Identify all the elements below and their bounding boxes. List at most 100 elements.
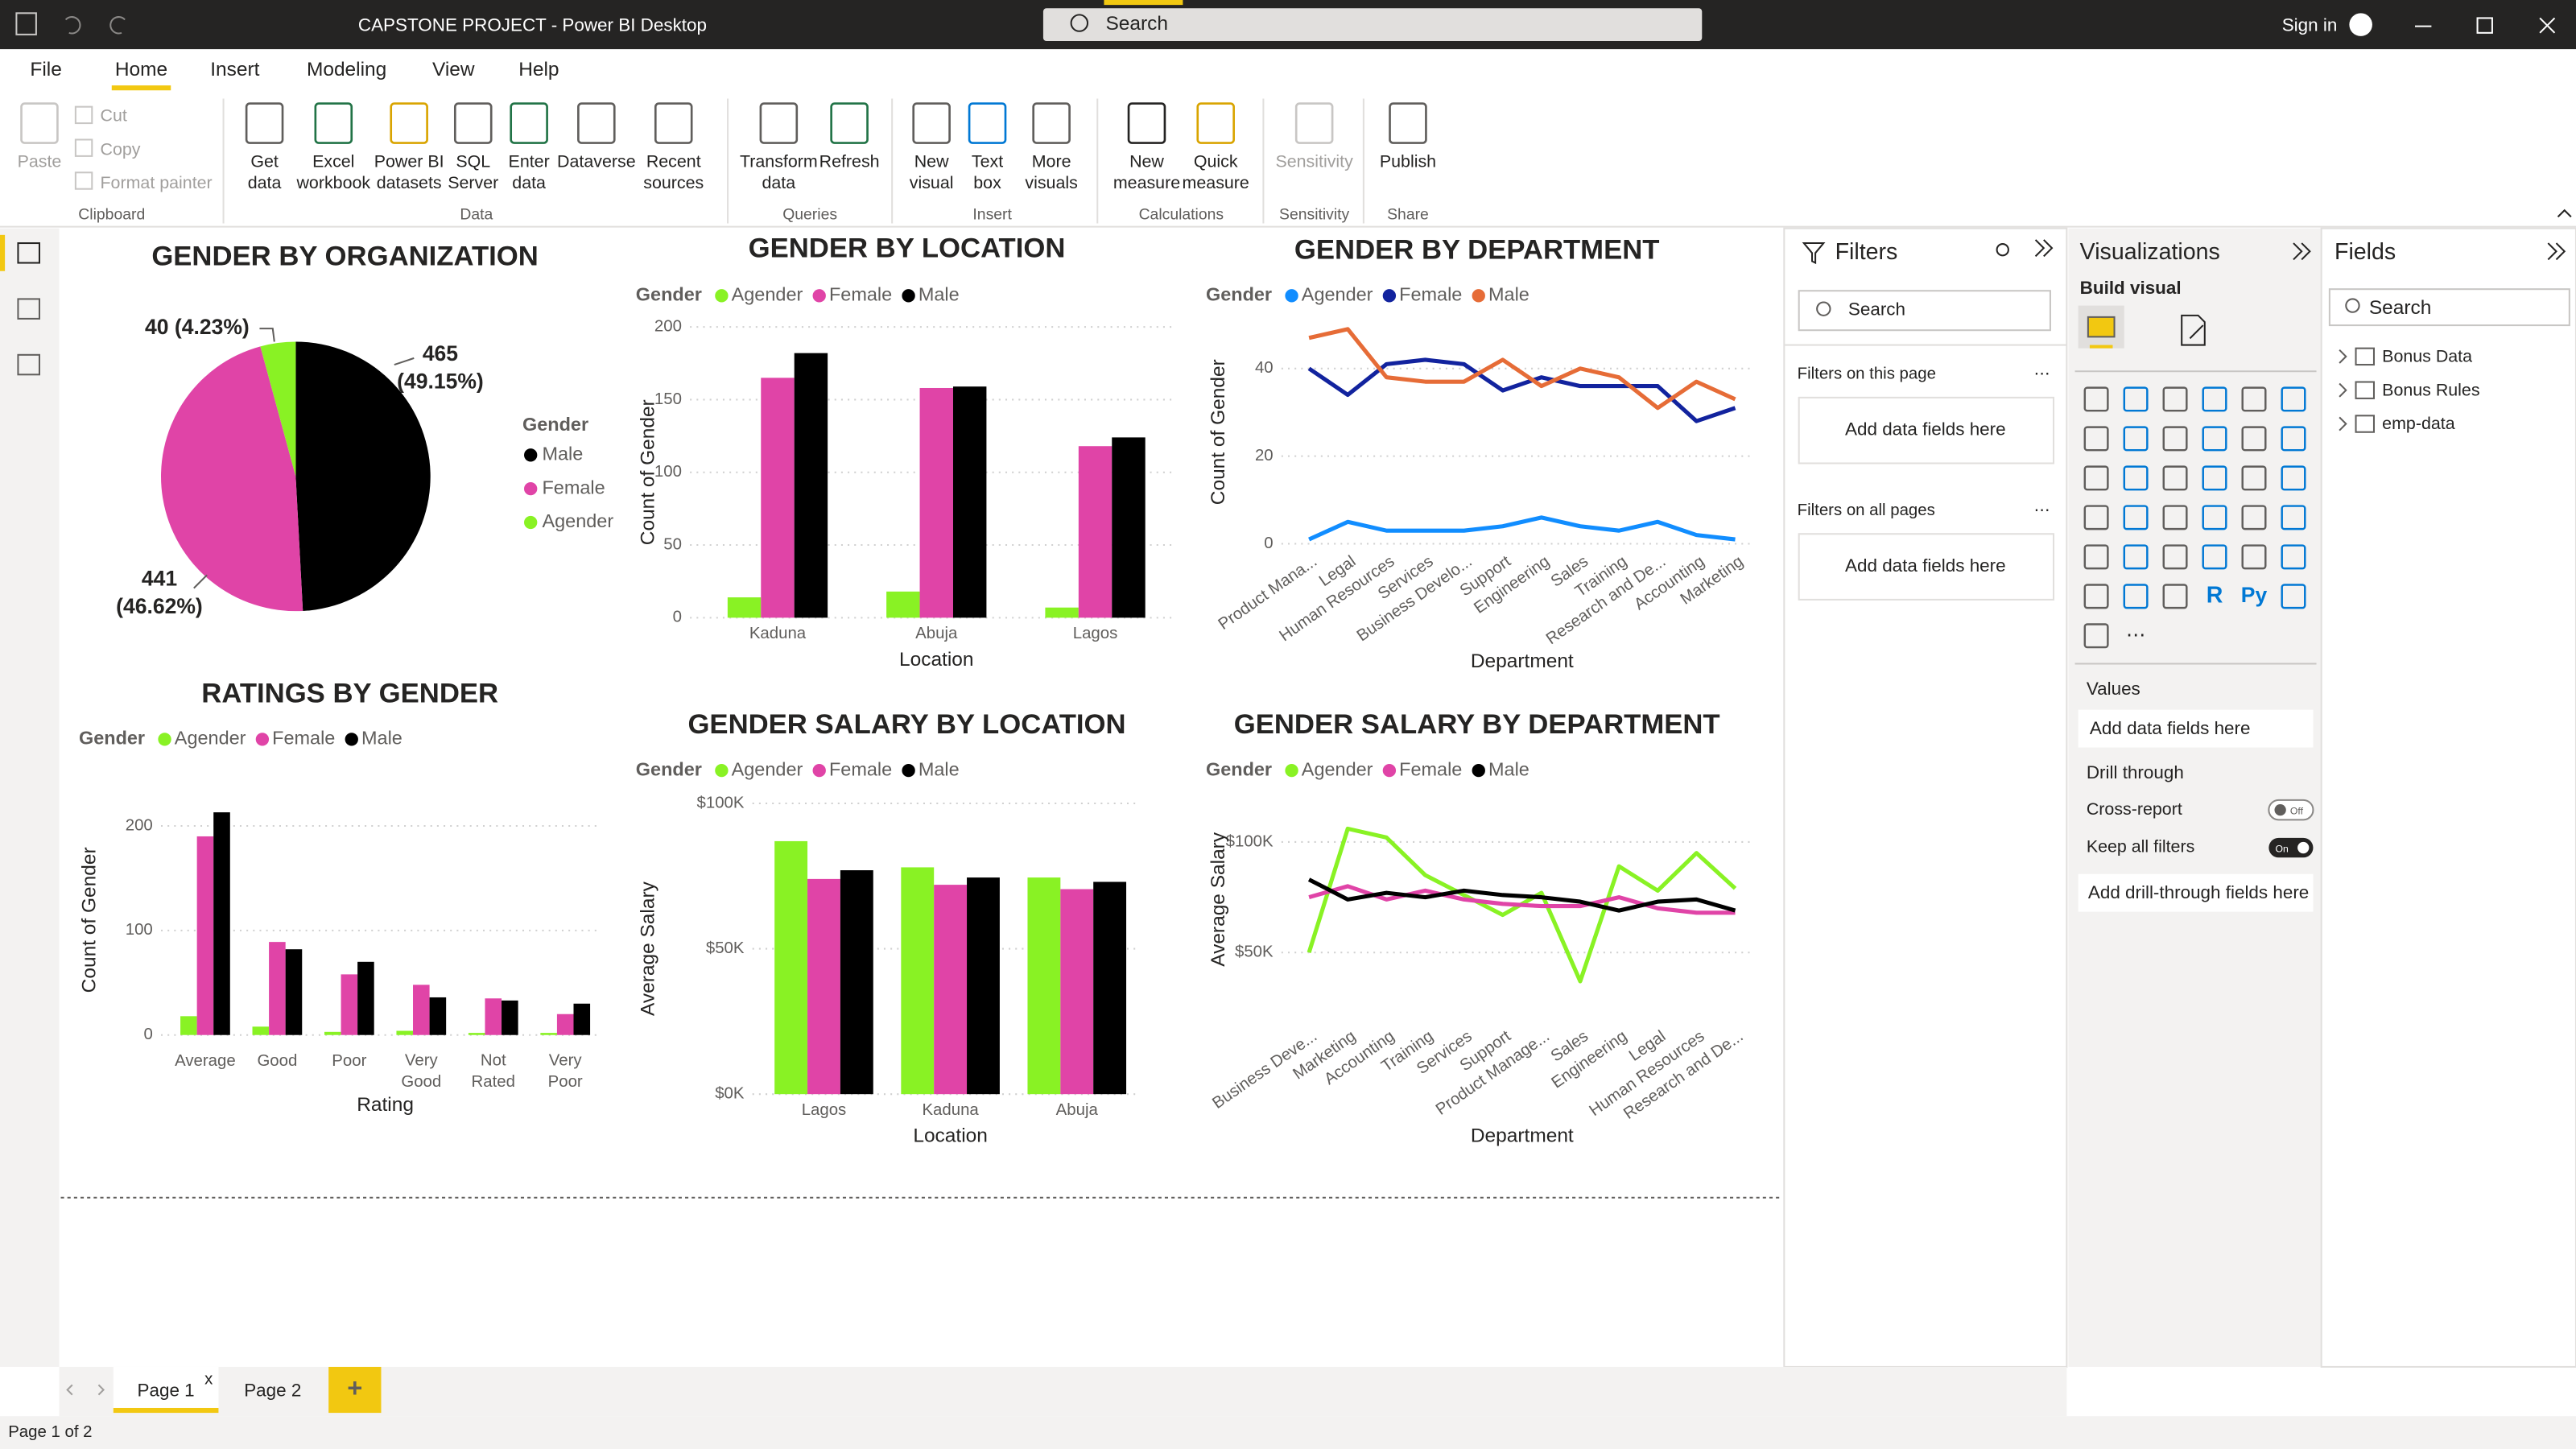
ribbon-label[interactable]: Enter: [509, 152, 550, 171]
visual-type[interactable]: [2281, 584, 2306, 609]
ribbon-label[interactable]: Publish: [1380, 152, 1436, 171]
visual[interactable]: GENDER BY ORGANIZATION 465 (49.15%) 441 (46.…: [116, 242, 613, 619]
page-tab-active[interactable]: [113, 1366, 219, 1414]
visual-type[interactable]: [2123, 426, 2149, 452]
visual-type[interactable]: [2202, 544, 2227, 570]
filters-search[interactable]: [1798, 290, 2051, 332]
ribbon-label[interactable]: data: [248, 173, 282, 192]
ribbon-label[interactable]: Get: [250, 152, 279, 171]
ribbon-label[interactable]: Refresh: [819, 152, 880, 171]
visual-type[interactable]: [2123, 505, 2149, 530]
menu-item[interactable]: Help: [518, 59, 559, 80]
ribbon-icon[interactable]: [1127, 102, 1166, 144]
ribbon-label[interactable]: workbook: [295, 173, 370, 192]
visual-type[interactable]: [2162, 386, 2188, 412]
ribbon-label[interactable]: Transform: [740, 152, 818, 171]
ribbon-label[interactable]: SQL: [456, 152, 490, 171]
tab-scroll[interactable]: [66, 1384, 105, 1396]
avatar[interactable]: [2349, 13, 2372, 36]
visual-type[interactable]: [2083, 584, 2109, 609]
model-view[interactable]: [17, 353, 40, 376]
visual-type[interactable]: [2162, 426, 2188, 452]
visual-type[interactable]: [2162, 584, 2188, 609]
visual-type[interactable]: [2083, 623, 2109, 649]
table-name[interactable]: Bonus Rules: [2382, 380, 2479, 399]
table-name[interactable]: Bonus Data: [2382, 347, 2472, 366]
visual-type[interactable]: [2162, 544, 2188, 570]
ribbon-icon[interactable]: [1389, 102, 1427, 144]
ribbon-label[interactable]: Paste: [18, 152, 62, 171]
add-page-icon[interactable]: +: [347, 1373, 362, 1402]
visual-type[interactable]: [2241, 426, 2267, 452]
visual-type[interactable]: [2202, 426, 2227, 452]
visual-type[interactable]: [2202, 465, 2227, 491]
visual-type[interactable]: [2202, 386, 2227, 412]
visual-type[interactable]: [2281, 386, 2306, 412]
ribbon-label[interactable]: datasets: [377, 173, 442, 192]
ribbon-label[interactable]: sources: [643, 173, 704, 192]
values-drop[interactable]: [2078, 709, 2314, 748]
ribbon-small-label[interactable]: Format painter: [100, 173, 212, 192]
close-tab[interactable]: x: [204, 1371, 213, 1389]
report-view[interactable]: [17, 242, 40, 264]
ribbon-label[interactable]: Dataverse: [557, 152, 636, 171]
visual-type[interactable]: [2202, 505, 2227, 530]
menu-item[interactable]: Modeling: [307, 59, 386, 80]
search-box[interactable]: [1042, 8, 1703, 42]
ribbon-label[interactable]: measure: [1183, 173, 1249, 192]
visual-type[interactable]: [2123, 386, 2149, 412]
ribbon-icon[interactable]: [20, 102, 59, 144]
ribbon-icon[interactable]: [654, 102, 693, 144]
ribbon-label[interactable]: New: [1129, 152, 1164, 171]
ribbon-icon[interactable]: [968, 102, 1007, 144]
expand[interactable]: [2339, 382, 2347, 398]
fields-search-text[interactable]: Search: [2369, 297, 2432, 319]
ribbon-label[interactable]: New: [914, 152, 949, 171]
visual-type[interactable]: [2241, 505, 2267, 530]
save-icon[interactable]: [15, 12, 37, 35]
ribbon-label[interactable]: Excel: [312, 152, 354, 171]
expand[interactable]: [2339, 349, 2347, 364]
visual-type[interactable]: [2281, 465, 2306, 491]
ribbon-label[interactable]: Recent: [646, 152, 701, 171]
collapse-fields[interactable]: [2547, 242, 2566, 261]
ribbon-icon[interactable]: [314, 102, 353, 144]
visual[interactable]: GENDER SALARY BY LOCATION $0K $50K $100K Ave…: [636, 709, 1141, 1147]
data-view[interactable]: [17, 298, 40, 320]
visual-type[interactable]: [2162, 505, 2188, 530]
undo-icon[interactable]: [64, 16, 81, 35]
ribbon-label[interactable]: Text: [972, 152, 1003, 171]
page-tab[interactable]: Page 1: [138, 1380, 195, 1400]
collapse-ribbon[interactable]: [2557, 208, 2572, 218]
ribbon-label[interactable]: visuals: [1025, 173, 1077, 192]
drop-zone[interactable]: [1798, 396, 2055, 464]
visual-type[interactable]: [2123, 584, 2149, 609]
visual-type[interactable]: [2083, 505, 2109, 530]
ribbon-small-label[interactable]: Cut: [100, 106, 126, 126]
more-options[interactable]: ⋯: [2034, 502, 2050, 519]
redo-icon[interactable]: [109, 16, 126, 35]
more-visuals[interactable]: ⋯: [2126, 624, 2145, 646]
visual-type[interactable]: [2241, 465, 2267, 491]
ribbon-label[interactable]: Sensitivity: [1275, 152, 1353, 171]
visual[interactable]: GENDER BY LOCATION 0 50 100 150 200 Count of G…: [636, 233, 1175, 671]
ribbon-small-label[interactable]: Copy: [100, 139, 140, 159]
drop-zone[interactable]: [1798, 533, 2055, 601]
fields-search[interactable]: [2328, 288, 2570, 327]
table-name[interactable]: emp-data: [2382, 414, 2455, 433]
ribbon-icon[interactable]: [453, 102, 493, 144]
visual-type[interactable]: [2241, 544, 2267, 570]
expand[interactable]: [2339, 416, 2347, 431]
eye-icon[interactable]: [1996, 243, 2009, 257]
format-icon[interactable]: [2181, 314, 2206, 346]
ribbon-icon[interactable]: [510, 102, 548, 144]
collapse-filters[interactable]: [2034, 239, 2054, 258]
ribbon-icon[interactable]: [830, 102, 869, 144]
search-text[interactable]: Search: [1105, 13, 1168, 35]
visual-type[interactable]: [2241, 386, 2267, 412]
visual-type[interactable]: [2281, 426, 2306, 452]
sign-in[interactable]: Sign in: [2282, 15, 2338, 35]
ribbon-icon[interactable]: [245, 102, 284, 144]
visual-type[interactable]: [2281, 544, 2306, 570]
menu-item[interactable]: File: [30, 59, 61, 80]
